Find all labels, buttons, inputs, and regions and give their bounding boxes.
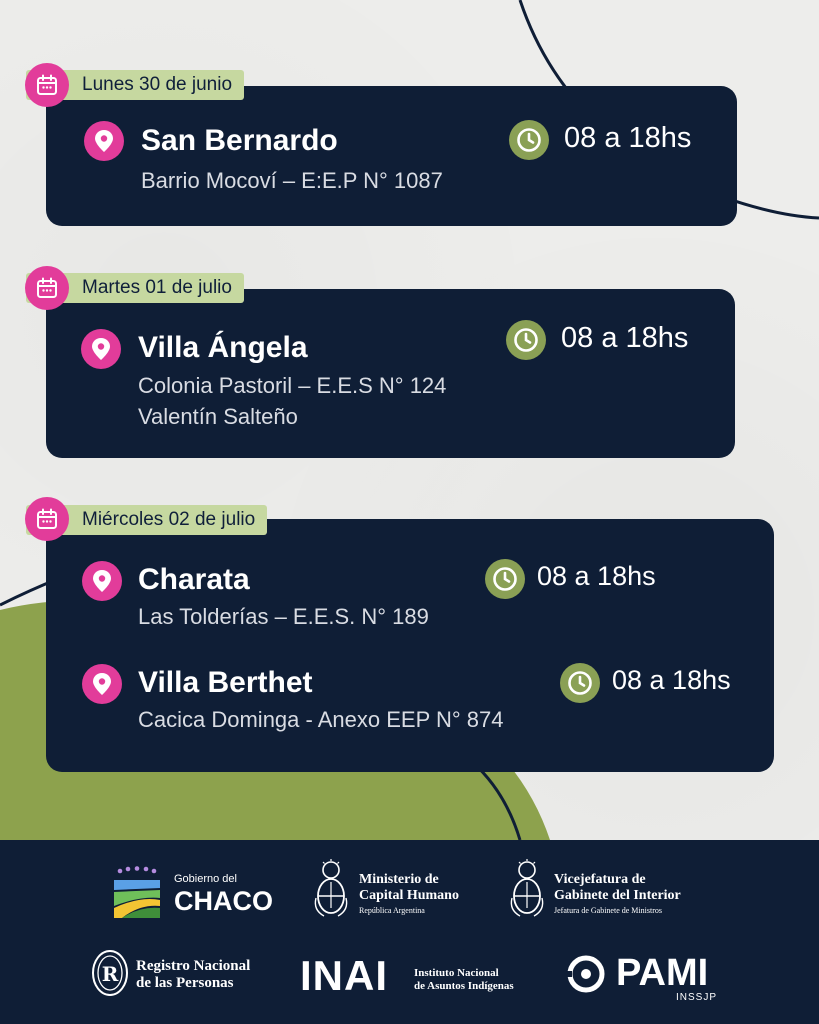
clock-icon (485, 559, 525, 599)
ministerio-capital-humano-logo: Ministerio de Capital Humano República A… (312, 858, 482, 928)
calendar-icon (25, 266, 69, 310)
vicejefatura-line-1: Vicejefatura de (554, 872, 646, 887)
location-pin-icon (82, 561, 122, 601)
pami-logo: PAMI INSSJP (566, 950, 736, 1006)
renaper-emblem-icon: R (92, 950, 128, 996)
chaco-big-text: CHACO (174, 886, 273, 916)
ministerio-line-1: Ministerio de (359, 872, 439, 887)
event-card-day-2: Villa Ángela Colonia Pastoril – E.E.S N°… (46, 289, 735, 458)
location-pin-icon (82, 664, 122, 704)
schedule-time: 08 a 18hs (564, 122, 692, 154)
place-address: Cacica Dominga - Anexo EEP N° 874 (138, 707, 504, 732)
place-name: Charata (138, 563, 250, 596)
renaper-line-1: Registro Nacional (136, 958, 251, 974)
place-name: Villa Ángela (138, 331, 308, 364)
place-address: Las Tolderías – E.E.S. N° 189 (138, 604, 429, 629)
pami-small-text: INSSJP (676, 992, 718, 1003)
place-address-line-2: Valentín Salteño (138, 404, 298, 429)
place-name: Villa Berthet (138, 666, 313, 699)
renaper-logo: R Registro Nacional de las Personas (90, 948, 280, 1004)
place-address: Barrio Mocoví – E:E.P N° 1087 (141, 168, 443, 193)
chaco-emblem-icon (114, 866, 160, 918)
vicejefatura-line-3: Jefatura de Gabinete de Ministros (554, 906, 662, 915)
svg-text:R: R (102, 962, 119, 986)
inai-line-2: de Asuntos Indígenas (414, 980, 514, 992)
inai-line-1: Instituto Nacional (414, 967, 499, 979)
event-card-day-3: Charata Las Tolderías – E.E.S. N° 189 08… (46, 519, 774, 772)
ministerio-line-2: Capital Humano (359, 888, 459, 903)
inai-logo: INAI Instituto Nacional de Asuntos Indíg… (300, 948, 540, 1004)
pami-big-text: PAMI (616, 952, 709, 994)
calendar-icon (25, 63, 69, 107)
chaco-small-text: Gobierno del (174, 873, 237, 885)
place-name: San Bernardo (141, 124, 338, 157)
clock-icon (506, 320, 546, 360)
national-coat-of-arms-icon (314, 859, 348, 917)
place-address: Colonia Pastoril – E.E.S N° 124 (138, 373, 447, 398)
schedule-time: 08 a 18hs (612, 665, 731, 695)
calendar-icon (25, 497, 69, 541)
location-pin-icon (84, 121, 124, 161)
renaper-line-2: de las Personas (136, 975, 234, 991)
clock-icon (509, 120, 549, 160)
event-card-day-1: San Bernardo Barrio Mocoví – E:E.P N° 10… (46, 86, 737, 226)
vicejefatura-gabinete-logo: Vicejefatura de Gabinete del Interior Je… (508, 858, 708, 928)
national-coat-of-arms-icon (510, 859, 544, 917)
pami-emblem-icon (566, 955, 605, 993)
location-pin-icon (81, 329, 121, 369)
clock-icon (560, 663, 600, 703)
schedule-time: 08 a 18hs (537, 561, 656, 591)
sponsor-footer: Gobierno del CHACO Ministerio de Capital… (0, 840, 819, 1024)
chaco-logo: Gobierno del CHACO (110, 864, 290, 924)
ministerio-line-3: República Argentina (359, 906, 425, 915)
vicejefatura-line-2: Gabinete del Interior (554, 888, 681, 903)
schedule-time: 08 a 18hs (561, 322, 689, 354)
inai-big-text: INAI (300, 952, 388, 999)
